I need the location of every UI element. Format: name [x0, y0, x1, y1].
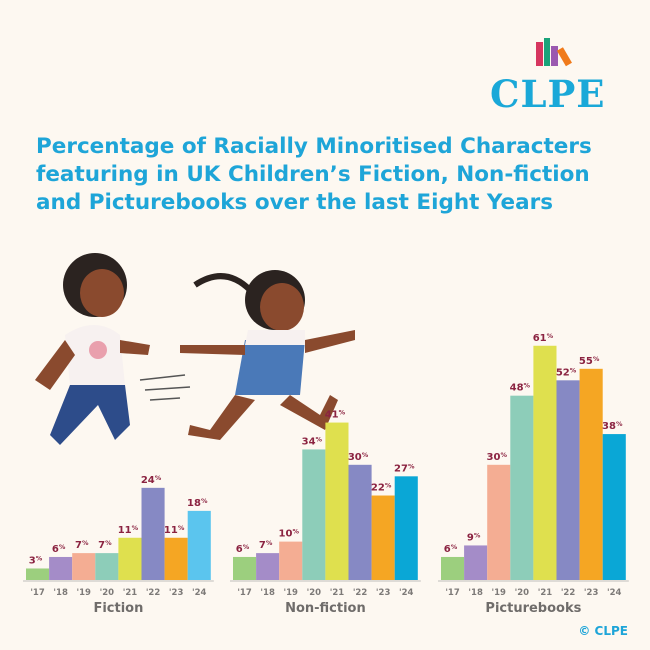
bar-non-fiction-0 — [233, 556, 257, 580]
year-tick-label: '22 — [146, 588, 161, 598]
bar-picturebooks-3 — [510, 395, 534, 580]
year-tick-label: '17 — [445, 588, 460, 598]
value-label: 18% — [187, 497, 208, 509]
year-tick-label: '17 — [30, 588, 45, 598]
value-label: 6% — [52, 543, 66, 555]
year-tick-label: '23 — [376, 588, 391, 598]
value-label: 9% — [467, 531, 481, 543]
year-tick-label: '17 — [237, 588, 252, 598]
year-tick-label: '21 — [123, 588, 138, 598]
bar-non-fiction-7 — [394, 476, 418, 580]
bar-picturebooks-0 — [441, 556, 465, 580]
bar-non-fiction-6 — [371, 495, 395, 580]
year-tick-label: '18 — [53, 588, 68, 598]
value-label: 52% — [556, 366, 577, 378]
bar-fiction-4 — [118, 537, 142, 580]
year-tick-label: '19 — [77, 588, 92, 598]
bar-non-fiction-1 — [256, 553, 280, 580]
panel-title: Non-fiction — [285, 601, 366, 616]
year-tick-label: '19 — [492, 588, 507, 598]
value-label: 55% — [579, 355, 600, 367]
bar-non-fiction-5 — [348, 464, 372, 580]
year-tick-label: '24 — [399, 588, 414, 598]
year-tick-label: '23 — [584, 588, 599, 598]
panel-title: Picturebooks — [485, 601, 581, 616]
bar-fiction-7 — [187, 510, 211, 580]
bar-picturebooks-1 — [464, 545, 488, 580]
panel-title: Fiction — [93, 601, 143, 616]
year-tick-label: '22 — [561, 588, 576, 598]
bar-picturebooks-4 — [533, 345, 557, 580]
bar-non-fiction-4 — [325, 422, 349, 580]
books-icon — [536, 38, 572, 67]
year-tick-label: '24 — [192, 588, 207, 598]
value-label: 7% — [259, 539, 273, 551]
bar-fiction-6 — [164, 537, 188, 580]
bar-picturebooks-5 — [556, 380, 580, 580]
value-label: 24% — [141, 474, 162, 486]
year-tick-label: '21 — [330, 588, 345, 598]
value-label: 48% — [510, 382, 531, 394]
value-label: 30% — [348, 451, 369, 463]
logo-text: CLPE — [490, 72, 606, 116]
value-label: 22% — [371, 482, 392, 494]
value-label: 7% — [75, 539, 89, 551]
value-label: 11% — [118, 524, 139, 536]
year-tick-label: '21 — [538, 588, 553, 598]
bar-fiction-2 — [72, 553, 96, 580]
value-label: 34% — [302, 435, 323, 447]
bar-non-fiction-3 — [302, 449, 326, 580]
value-label: 61% — [533, 332, 554, 344]
bar-picturebooks-6 — [579, 368, 603, 580]
year-tick-label: '22 — [353, 588, 368, 598]
year-tick-label: '19 — [284, 588, 299, 598]
value-label: 30% — [487, 451, 508, 463]
children-running-illustration — [35, 253, 355, 445]
year-tick-label: '24 — [607, 588, 622, 598]
year-tick-label: '20 — [515, 588, 530, 598]
bar-fiction-5 — [141, 487, 165, 580]
year-tick-label: '20 — [307, 588, 322, 598]
copyright: © CLPE — [578, 624, 628, 638]
value-label: 41% — [325, 409, 346, 421]
bar-fiction-0 — [26, 568, 50, 580]
value-label: 3% — [29, 554, 43, 566]
page-title: Percentage of Racially Minoritised Chara… — [36, 134, 592, 215]
value-label: 27% — [394, 462, 415, 474]
value-label: 10% — [279, 528, 300, 540]
value-label: 6% — [444, 543, 458, 555]
bar-picturebooks-7 — [602, 434, 626, 580]
year-tick-label: '23 — [169, 588, 184, 598]
bar-non-fiction-2 — [279, 541, 303, 580]
bar-picturebooks-2 — [487, 464, 511, 580]
year-tick-label: '18 — [260, 588, 275, 598]
value-label: 6% — [236, 543, 250, 555]
value-label: 38% — [602, 420, 623, 432]
bar-fiction-1 — [49, 556, 73, 580]
year-tick-label: '18 — [468, 588, 483, 598]
bar-fiction-3 — [95, 553, 119, 580]
value-label: 11% — [164, 524, 185, 536]
year-tick-label: '20 — [100, 588, 115, 598]
value-label: 7% — [98, 539, 112, 551]
